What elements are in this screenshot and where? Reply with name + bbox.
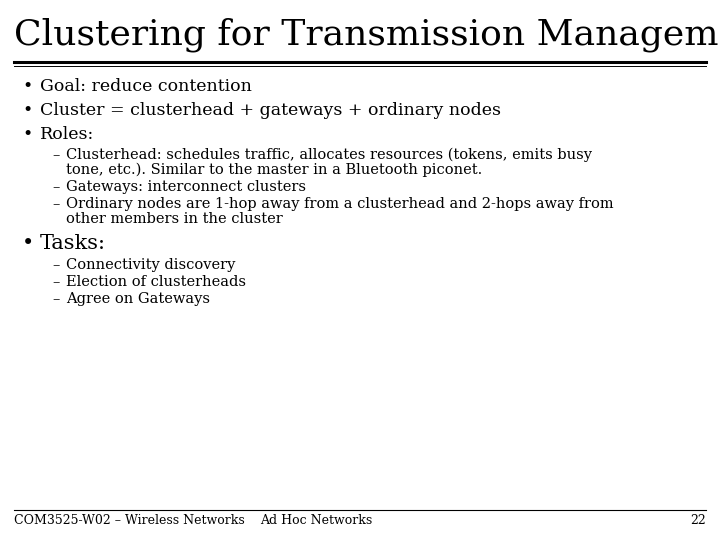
Text: Goal: reduce contention: Goal: reduce contention [40, 78, 252, 95]
Text: –: – [52, 292, 59, 306]
Text: Connectivity discovery: Connectivity discovery [66, 258, 235, 272]
Text: Clusterhead: schedules traffic, allocates resources (tokens, emits busy: Clusterhead: schedules traffic, allocate… [66, 148, 592, 163]
Text: •: • [22, 234, 35, 253]
Text: Clustering for Transmission Management: Clustering for Transmission Management [14, 18, 720, 52]
Text: –: – [52, 197, 59, 211]
Text: Agree on Gateways: Agree on Gateways [66, 292, 210, 306]
Text: COM3525-W02 – Wireless Networks: COM3525-W02 – Wireless Networks [14, 514, 245, 527]
Text: •: • [22, 102, 32, 119]
Text: Election of clusterheads: Election of clusterheads [66, 275, 246, 289]
Text: Ad Hoc Networks: Ad Hoc Networks [260, 514, 372, 527]
Text: tone, etc.). Similar to the master in a Bluetooth piconet.: tone, etc.). Similar to the master in a … [66, 163, 482, 178]
Text: –: – [52, 275, 59, 289]
Text: Gateways: interconnect clusters: Gateways: interconnect clusters [66, 180, 306, 194]
Text: –: – [52, 258, 59, 272]
Text: other members in the cluster: other members in the cluster [66, 212, 283, 226]
Text: Roles:: Roles: [40, 126, 94, 143]
Text: Cluster = clusterhead + gateways + ordinary nodes: Cluster = clusterhead + gateways + ordin… [40, 102, 501, 119]
Text: –: – [52, 180, 59, 194]
Text: Ordinary nodes are 1-hop away from a clusterhead and 2-hops away from: Ordinary nodes are 1-hop away from a clu… [66, 197, 613, 211]
Text: 22: 22 [690, 514, 706, 527]
Text: Tasks:: Tasks: [40, 234, 106, 253]
Text: •: • [22, 126, 32, 143]
Text: •: • [22, 78, 32, 95]
Text: –: – [52, 148, 59, 162]
